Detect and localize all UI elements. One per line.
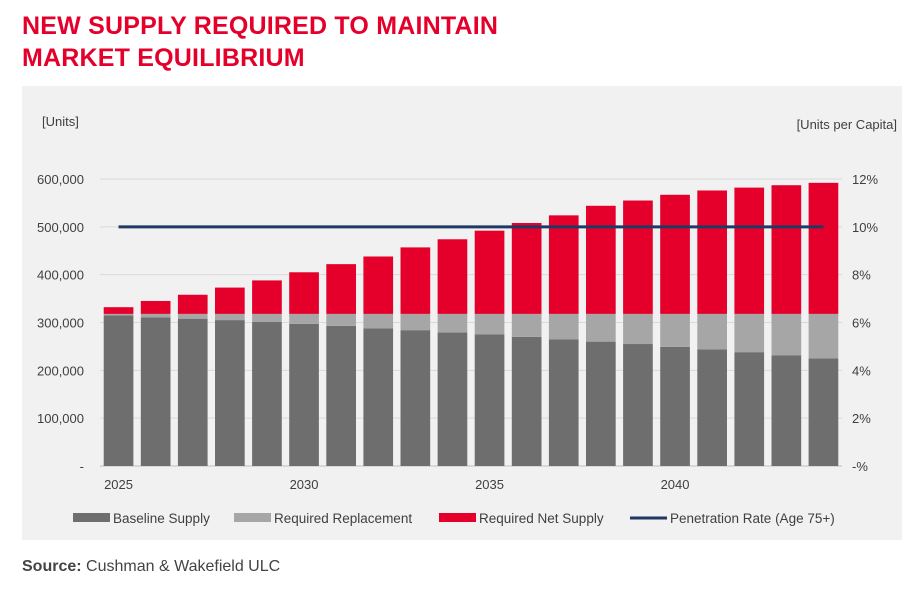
- legend-swatch: [439, 513, 476, 522]
- left-tick-label: 200,000: [37, 363, 84, 378]
- bar-baseline-supply: [140, 317, 171, 466]
- bar-required-net-supply: [697, 190, 727, 314]
- bar-baseline-supply: [623, 344, 653, 466]
- right-tick-label: 2%: [852, 411, 871, 426]
- bar-required-replacement: [623, 313, 653, 345]
- bar-required-net-supply: [140, 300, 171, 314]
- bar-baseline-supply: [177, 318, 208, 466]
- bar-required-net-supply: [400, 247, 431, 314]
- bar-baseline-supply: [586, 341, 616, 466]
- left-tick-label: 600,000: [37, 172, 84, 187]
- bar-required-net-supply: [586, 205, 616, 314]
- bar-required-replacement: [103, 313, 134, 316]
- bar-baseline-supply: [103, 315, 134, 466]
- bar-baseline-supply: [548, 339, 579, 466]
- bar-required-replacement: [734, 313, 765, 353]
- bar-required-replacement: [400, 313, 431, 331]
- source-text: Cushman & Wakefield ULC: [86, 558, 281, 575]
- bar-baseline-supply: [697, 349, 727, 466]
- bar-required-net-supply: [103, 307, 134, 314]
- bar-required-net-supply: [289, 272, 319, 314]
- bar-baseline-supply: [363, 328, 394, 466]
- bar-required-net-supply: [771, 185, 802, 314]
- bar-baseline-supply: [289, 323, 319, 466]
- bar-baseline-supply: [252, 322, 282, 466]
- bar-required-net-supply: [623, 200, 653, 314]
- left-axis-label: [Units]: [42, 114, 79, 129]
- left-tick-label: 300,000: [37, 316, 84, 331]
- bar-required-replacement: [177, 313, 208, 319]
- bar-required-replacement: [660, 313, 690, 347]
- bar-required-net-supply: [511, 223, 542, 314]
- bar-required-net-supply: [252, 280, 282, 314]
- bar-required-replacement: [289, 313, 319, 324]
- right-tick-label: 8%: [852, 268, 871, 283]
- bar-required-replacement: [215, 313, 245, 321]
- bar-required-replacement: [474, 313, 505, 335]
- bar-required-net-supply: [326, 264, 356, 314]
- bar-baseline-supply: [326, 325, 356, 466]
- bar-required-replacement: [771, 313, 802, 356]
- legend-label: Baseline Supply: [113, 511, 210, 526]
- bar-required-net-supply: [363, 256, 394, 314]
- x-tick-label: 2025: [104, 477, 133, 492]
- bar-required-replacement: [140, 313, 171, 318]
- bar-baseline-supply: [474, 334, 505, 466]
- right-tick-label: -%: [852, 459, 868, 474]
- left-tick-label: 400,000: [37, 268, 84, 283]
- x-tick-label: 2030: [290, 477, 319, 492]
- bar-baseline-supply: [660, 346, 690, 466]
- bar-required-replacement: [363, 313, 394, 329]
- bar-required-net-supply: [215, 287, 245, 314]
- bar-baseline-supply: [734, 352, 765, 466]
- bar-required-net-supply: [437, 239, 468, 314]
- x-tick-label: 2040: [661, 477, 690, 492]
- bar-required-replacement: [252, 313, 282, 323]
- bar-baseline-supply: [808, 358, 839, 466]
- bar-required-replacement: [586, 313, 616, 342]
- legend-label: Required Replacement: [274, 511, 412, 526]
- legend-swatch: [234, 513, 271, 522]
- bar-required-replacement: [548, 313, 579, 340]
- chart-title: NEW SUPPLY REQUIRED TO MAINTAIN MARKET E…: [22, 10, 722, 74]
- left-tick-label: -: [80, 459, 84, 474]
- bar-baseline-supply: [511, 336, 542, 466]
- bar-required-replacement: [808, 313, 839, 359]
- bar-baseline-supply: [437, 332, 468, 466]
- source-label: Source:: [22, 558, 82, 575]
- bar-required-net-supply: [177, 294, 208, 314]
- bar-required-net-supply: [734, 187, 765, 314]
- legend-label: Penetration Rate (Age 75+): [670, 511, 835, 526]
- left-tick-label: 500,000: [37, 220, 84, 235]
- right-tick-label: 12%: [852, 172, 878, 187]
- x-tick-label: 2035: [475, 477, 504, 492]
- legend-swatch: [73, 513, 110, 522]
- right-axis-label: [Units per Capita]: [797, 117, 897, 132]
- bar-required-replacement: [437, 313, 468, 333]
- bar-required-net-supply: [808, 182, 839, 314]
- left-tick-label: 100,000: [37, 411, 84, 426]
- bar-required-net-supply: [474, 230, 505, 314]
- bar-required-net-supply: [548, 215, 579, 314]
- stacked-bar-chart: [Units] [Units per Capita] - 100,000 200,000…: [37, 114, 897, 526]
- right-tick-label: 10%: [852, 220, 878, 235]
- source-note: Source: Cushman & Wakefield ULC: [22, 558, 280, 576]
- bar-required-replacement: [326, 313, 356, 326]
- bar-baseline-supply: [771, 355, 802, 466]
- title-line-1: NEW SUPPLY REQUIRED TO MAINTAIN: [22, 12, 499, 40]
- bar-required-replacement: [697, 313, 727, 350]
- bar-required-net-supply: [660, 194, 690, 314]
- bar-baseline-supply: [215, 320, 245, 466]
- bar-required-replacement: [511, 313, 542, 337]
- bar-baseline-supply: [400, 330, 431, 466]
- right-tick-label: 6%: [852, 316, 871, 331]
- right-tick-label: 4%: [852, 363, 871, 378]
- legend-label: Required Net Supply: [479, 511, 604, 526]
- title-line-2: MARKET EQUILIBRIUM: [22, 44, 305, 72]
- chart-panel: [Units] [Units per Capita] - 100,000 200,000…: [22, 86, 902, 540]
